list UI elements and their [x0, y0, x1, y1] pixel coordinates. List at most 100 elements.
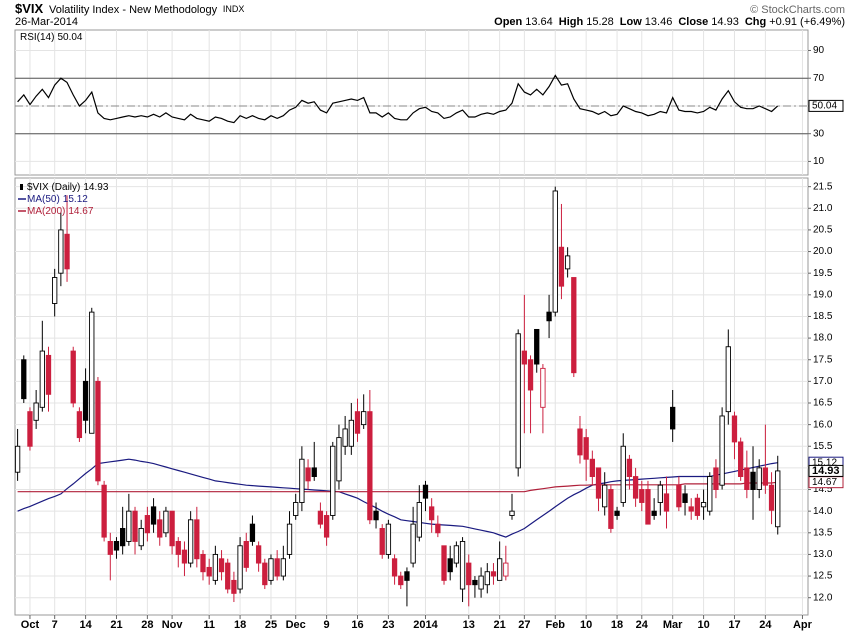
candle-body [466, 562, 472, 586]
y-tick-label: 16.0 [813, 419, 833, 430]
candle-body [385, 523, 392, 555]
legend-entry: $VIX (Daily) 14.93 [27, 182, 109, 193]
candle-body [404, 571, 410, 581]
x-tick-label: Oct [21, 619, 40, 631]
candle-body [725, 346, 731, 413]
candle-body [713, 467, 719, 490]
candle-body [14, 445, 21, 473]
candle-body [367, 411, 373, 521]
legend-name: $VIX (Daily) [27, 182, 80, 193]
chart-title: $VIX Volatility Index - New Methodology … [15, 1, 244, 16]
y-tick-label: 19.5 [813, 268, 833, 279]
x-tick-label: 13 [463, 619, 475, 631]
ma-line [17, 481, 778, 493]
candle-body [540, 367, 546, 408]
candle-body [181, 549, 188, 564]
candle-body [163, 510, 169, 534]
candle-body [663, 493, 670, 512]
candle-body [157, 519, 163, 538]
ma-line [17, 458, 778, 538]
candle-body [700, 502, 707, 508]
candle-body [274, 558, 280, 577]
candle-body [311, 467, 317, 477]
candle-body [212, 553, 219, 581]
candle-body [651, 510, 657, 516]
quote-label: Chg [745, 16, 766, 28]
legend-icon [20, 184, 23, 190]
candle-body [398, 575, 404, 586]
x-tick-label: 27 [518, 619, 530, 631]
value-box-label: 50.04 [812, 101, 837, 112]
candle-body [45, 354, 52, 395]
y-tick-label: 12.5 [813, 571, 833, 582]
candle-body [286, 523, 293, 555]
legend-value: 15.12 [63, 194, 88, 205]
candle-body [707, 476, 713, 512]
candle-body [756, 467, 762, 490]
x-tick-label: 10 [697, 619, 709, 631]
candle-body [738, 441, 744, 477]
value-box-label: 14.67 [812, 477, 837, 488]
candle-body [577, 428, 583, 456]
candle-body [744, 467, 750, 490]
quote-label: Open [494, 16, 522, 28]
candle-body [33, 402, 39, 421]
candle-body [323, 515, 330, 538]
candle-body [676, 484, 682, 508]
candle-body [150, 506, 157, 525]
candle-body [361, 411, 367, 426]
legend-entry: MA(200) 14.67 [27, 206, 94, 217]
candle-body [719, 415, 725, 486]
legend-value: 14.67 [68, 206, 93, 217]
candle-body [379, 528, 385, 555]
candle-body [750, 471, 756, 490]
candle-body [626, 458, 633, 477]
quote-value: 13.46 [645, 16, 673, 28]
y-tick-label: 12.0 [813, 592, 833, 603]
candle-body [237, 545, 243, 590]
candle-body [194, 519, 200, 560]
candle-body [478, 575, 484, 590]
candle-body [144, 515, 151, 534]
candle-body [231, 579, 237, 594]
x-tick-label: 14 [79, 619, 92, 631]
candle-body [731, 415, 738, 443]
y-tick-label: 15.5 [813, 441, 833, 452]
candle-body [558, 246, 565, 287]
y-tick-label: 20.0 [813, 246, 833, 257]
candle-body [775, 470, 781, 528]
candle-body [441, 545, 447, 581]
x-tick-label: 9 [324, 619, 330, 631]
candle-body [768, 484, 775, 511]
quote-value: 14.93 [711, 16, 739, 28]
x-tick-label: Mar [663, 619, 683, 631]
candle-body [503, 562, 509, 577]
candle-body [132, 510, 138, 542]
candle-body [280, 558, 286, 577]
candle-body [527, 359, 534, 391]
quote-change: +0.91 [769, 16, 797, 28]
candle-body [422, 484, 429, 499]
date: 26-Mar-2014 [15, 16, 78, 28]
x-tick-label: Nov [162, 619, 184, 631]
candle-body [113, 540, 120, 551]
candle-body [373, 510, 379, 521]
candle-body [218, 558, 225, 573]
legend-entry: RSI(14) 50.04 [20, 32, 83, 43]
candle-body [268, 558, 274, 581]
symbol: $VIX [15, 1, 44, 16]
quote-label: Low [620, 16, 642, 28]
y-tick-label: 14.0 [813, 506, 833, 517]
candle-body [589, 458, 595, 477]
candle-body [64, 233, 70, 270]
x-tick-label: Feb [545, 619, 565, 631]
y-tick-label: 13.0 [813, 549, 833, 560]
candle-body [200, 553, 206, 573]
value-box-label: 14.93 [812, 465, 840, 477]
candle-body [262, 562, 268, 586]
quote: Open 13.64 High 15.28 Low 13.46 Close 14.93 Chg +… [494, 16, 845, 28]
quote-value: 13.64 [525, 16, 553, 28]
x-tick-label: 11 [203, 619, 215, 631]
